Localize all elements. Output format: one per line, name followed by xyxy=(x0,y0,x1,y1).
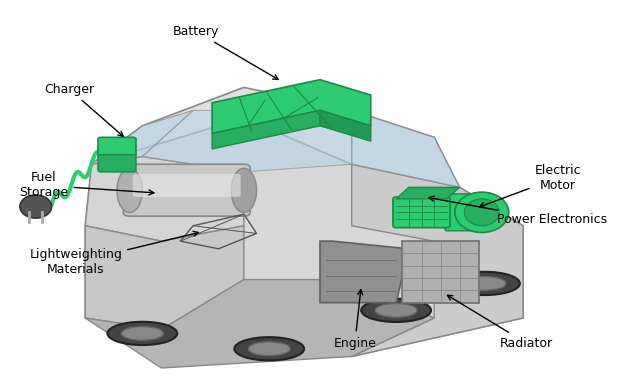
Text: Charger: Charger xyxy=(44,83,124,136)
Text: Radiator: Radiator xyxy=(447,295,553,349)
FancyBboxPatch shape xyxy=(124,164,250,216)
Ellipse shape xyxy=(117,168,142,213)
Polygon shape xyxy=(352,164,523,356)
FancyBboxPatch shape xyxy=(98,137,136,156)
FancyBboxPatch shape xyxy=(133,174,241,197)
Text: Power Electronics: Power Electronics xyxy=(429,196,607,227)
Polygon shape xyxy=(85,118,523,356)
Ellipse shape xyxy=(122,326,163,340)
Text: Battery: Battery xyxy=(173,25,278,80)
FancyBboxPatch shape xyxy=(445,194,484,231)
Polygon shape xyxy=(85,156,244,241)
Polygon shape xyxy=(92,110,193,164)
Polygon shape xyxy=(396,187,460,199)
Polygon shape xyxy=(85,226,244,330)
Ellipse shape xyxy=(108,322,177,345)
Ellipse shape xyxy=(455,192,509,232)
Polygon shape xyxy=(352,110,460,187)
Polygon shape xyxy=(320,241,409,303)
FancyBboxPatch shape xyxy=(403,241,479,303)
Ellipse shape xyxy=(375,303,417,317)
Polygon shape xyxy=(92,87,460,187)
Polygon shape xyxy=(85,280,434,368)
Ellipse shape xyxy=(248,342,290,356)
Ellipse shape xyxy=(20,195,52,218)
Ellipse shape xyxy=(465,199,499,226)
Ellipse shape xyxy=(464,277,506,290)
FancyBboxPatch shape xyxy=(393,197,450,228)
Ellipse shape xyxy=(450,272,520,295)
Text: Engine: Engine xyxy=(333,290,376,349)
Ellipse shape xyxy=(361,299,431,322)
Polygon shape xyxy=(212,110,320,149)
FancyBboxPatch shape xyxy=(98,154,136,172)
Polygon shape xyxy=(320,110,371,141)
Polygon shape xyxy=(142,110,352,172)
Polygon shape xyxy=(212,80,371,133)
Ellipse shape xyxy=(234,337,304,360)
Text: Lightweighting
Materials: Lightweighting Materials xyxy=(29,231,198,276)
Text: Fuel
Storage: Fuel Storage xyxy=(19,171,154,199)
Text: Electric
Motor: Electric Motor xyxy=(479,164,581,207)
Ellipse shape xyxy=(231,168,257,213)
